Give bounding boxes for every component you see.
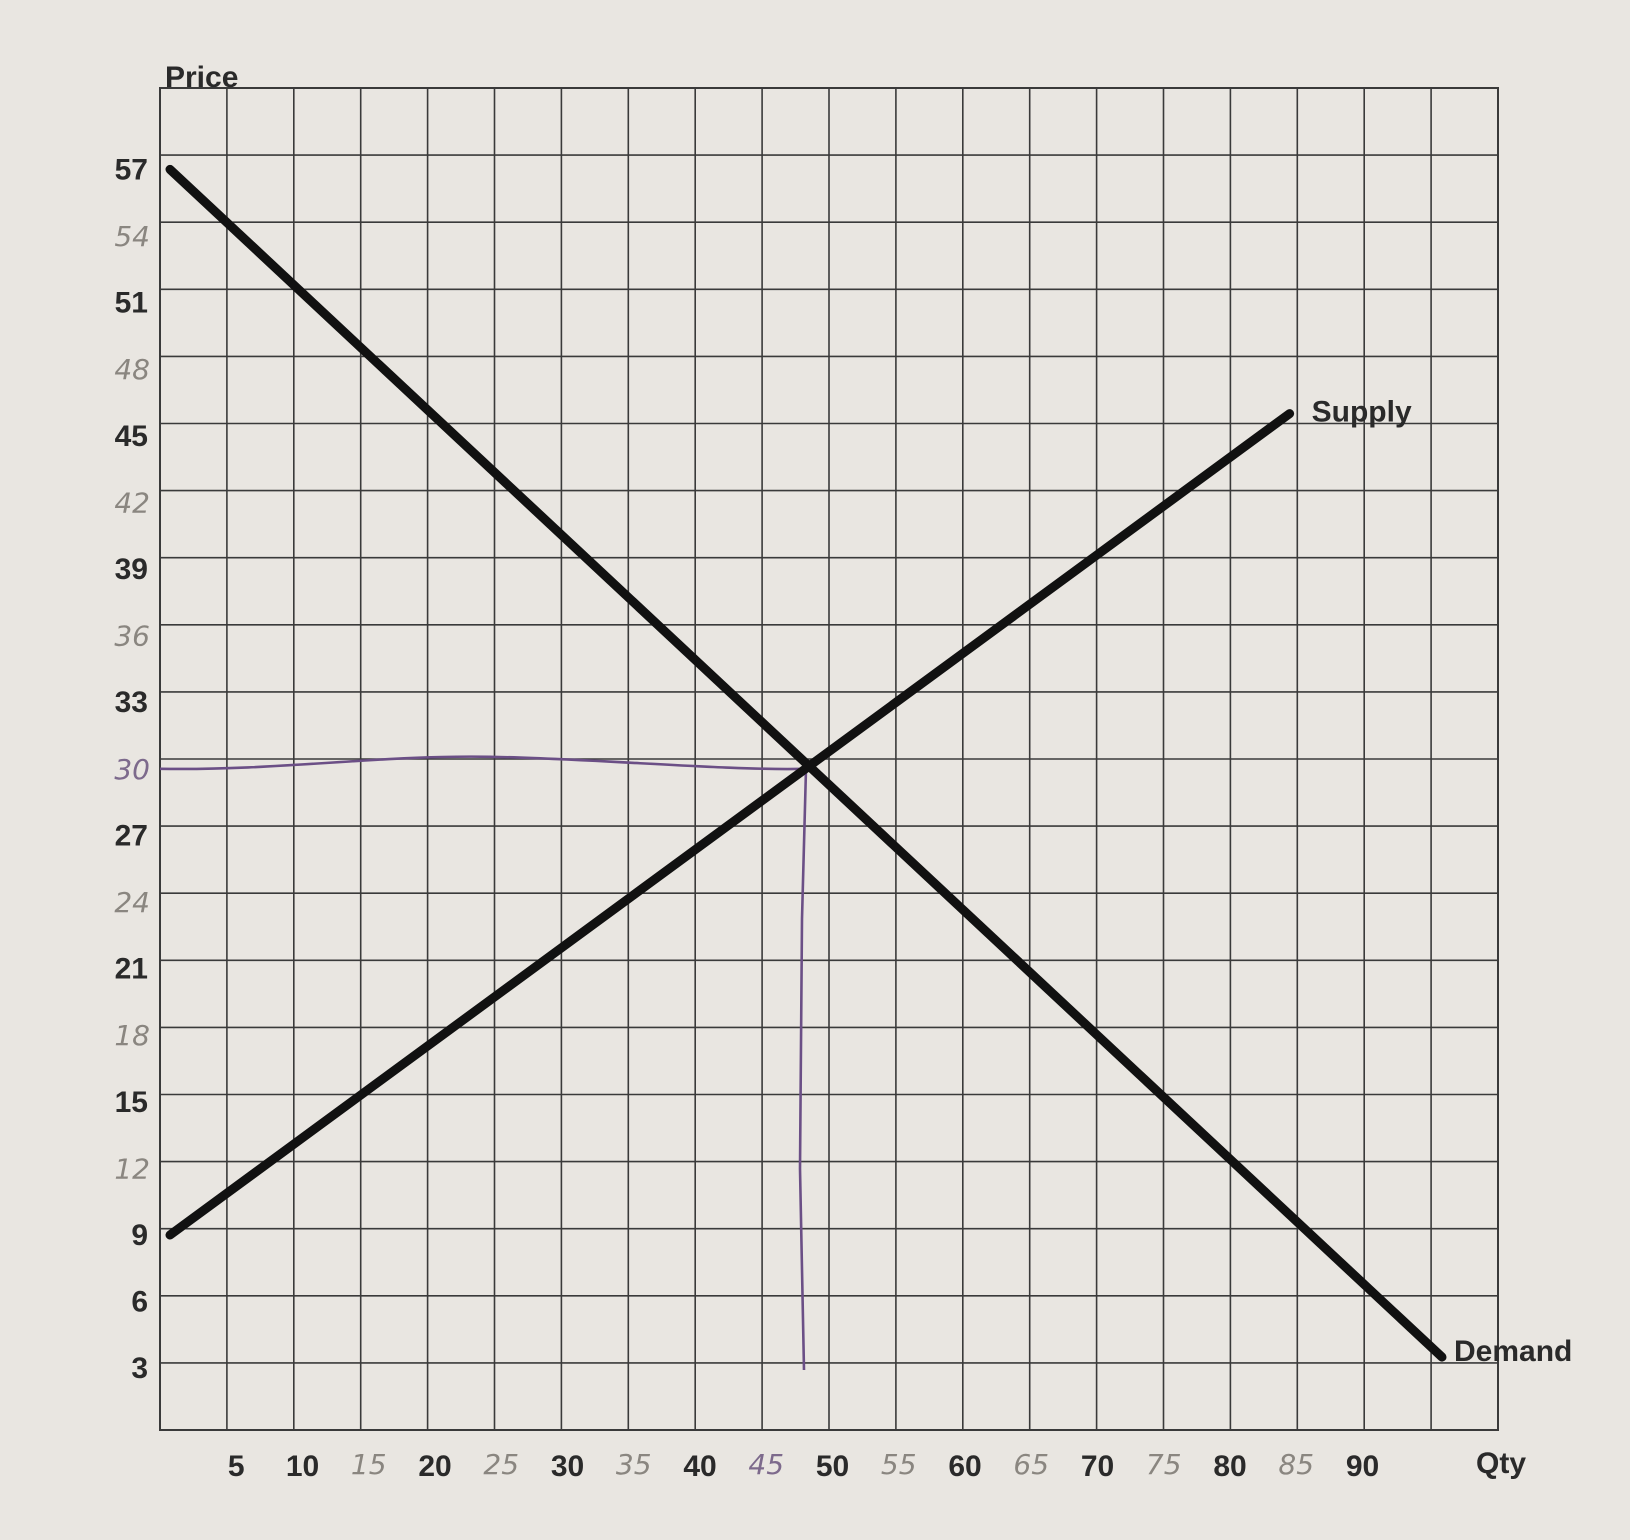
equilibrium-guides — [159, 755, 808, 1371]
x-tick-label-handwritten: 45 — [748, 1448, 784, 1481]
x-tick-label: 40 — [683, 1450, 716, 1483]
y-tick-label: 33 — [115, 686, 148, 719]
x-axis-label: Qty — [1476, 1447, 1526, 1480]
y-tick-label-handwritten: 48 — [114, 353, 150, 386]
y-axis-label: Price — [165, 61, 238, 94]
x-tick-label-handwritten: 25 — [483, 1448, 519, 1481]
y-tick-label-handwritten: 42 — [114, 486, 150, 519]
x-tick-label-handwritten: 65 — [1013, 1448, 1049, 1481]
y-tick-label: 6 — [131, 1286, 148, 1319]
supply-curve — [165, 409, 1295, 1240]
x-tick-label-handwritten: 85 — [1278, 1448, 1314, 1481]
grid — [159, 87, 1499, 1431]
y-tick-label: 15 — [115, 1086, 148, 1119]
curves: Demand Supply — [165, 164, 1572, 1368]
y-tick-label-handwritten: 36 — [114, 620, 150, 653]
x-tick-label-handwritten: 75 — [1146, 1448, 1182, 1481]
equilibrium-price-guide — [159, 755, 807, 771]
x-tick-label: 80 — [1213, 1450, 1246, 1483]
y-tick-label-handwritten: 30 — [114, 753, 150, 786]
y-tick-label: 3 — [131, 1352, 148, 1385]
x-tick-label-handwritten: 35 — [616, 1448, 652, 1481]
x-tick-label-handwritten: 15 — [351, 1448, 387, 1481]
x-tick-label: 30 — [551, 1450, 584, 1483]
x-tick-label: 60 — [948, 1450, 981, 1483]
equilibrium-quantity-guide — [798, 768, 808, 1371]
y-tick-label: 57 — [115, 153, 148, 186]
y-tick-label-handwritten: 12 — [114, 1152, 150, 1185]
x-tick-label: 90 — [1346, 1450, 1379, 1483]
supply-label: Supply — [1312, 396, 1412, 429]
x-tick-label: 10 — [286, 1450, 319, 1483]
x-tick-label-handwritten: 55 — [881, 1448, 917, 1481]
y-tick-label: 9 — [131, 1219, 148, 1252]
y-tick-label: 21 — [115, 953, 148, 986]
x-tick-label: 20 — [418, 1450, 451, 1483]
y-tick-label-handwritten: 18 — [114, 1019, 150, 1052]
x-tick-label: 70 — [1081, 1450, 1114, 1483]
x-tick-label: 5 — [228, 1450, 245, 1483]
y-tick-label: 39 — [115, 553, 148, 586]
x-tick-label: 50 — [816, 1450, 849, 1483]
y-tick-label-handwritten: 24 — [114, 886, 150, 919]
tick-labels: 5 10 20 30 40 50 60 70 80 90 15 25 35 45 55 65 75 85 57 51 4… — [114, 153, 1379, 1483]
y-tick-label-handwritten: 54 — [114, 220, 150, 253]
y-tick-label: 27 — [115, 819, 148, 852]
y-tick-label: 51 — [115, 287, 148, 320]
demand-label: Demand — [1454, 1335, 1572, 1368]
y-tick-label: 45 — [115, 420, 148, 453]
